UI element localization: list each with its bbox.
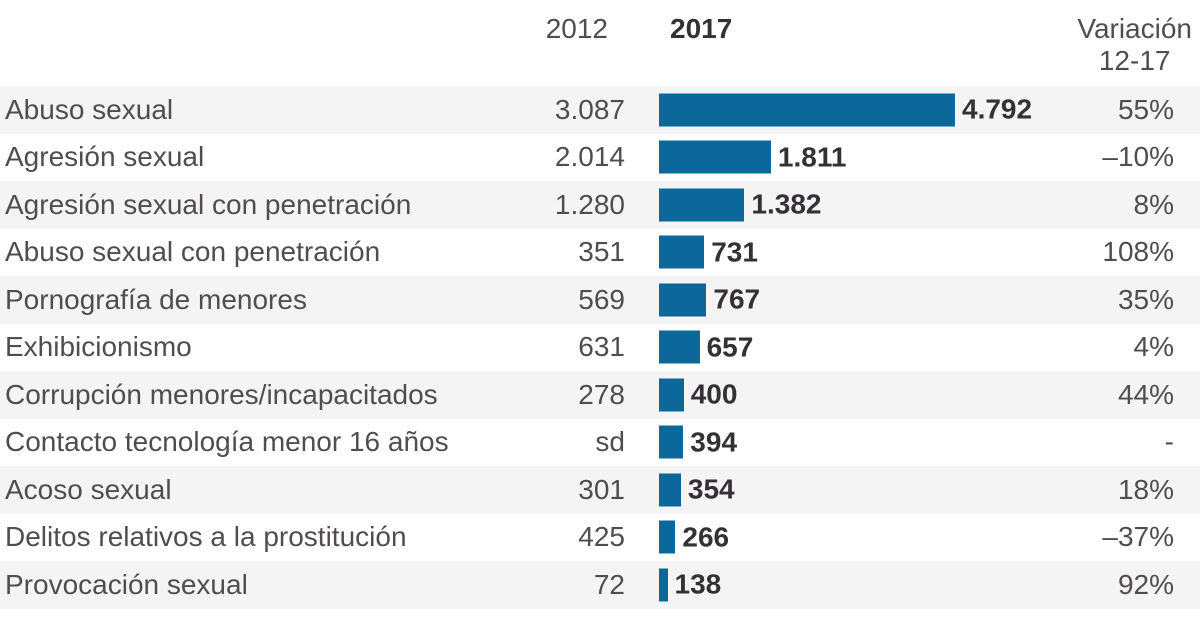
column-header-2012: 2012 (545, 13, 608, 44)
variation-value: 35% (1117, 283, 1174, 315)
category-label: Abuso sexual con penetración (5, 236, 381, 268)
variation-value: –37% (1102, 521, 1174, 553)
column-header-variation: Variación 12-17 (1077, 13, 1192, 77)
variation-value: 8% (1133, 188, 1174, 220)
category-label: Provocación sexual (5, 568, 248, 600)
bar-2017 (659, 330, 700, 364)
value-2017: 4.792 (962, 93, 1033, 125)
value-2012: 301 (578, 473, 625, 505)
value-2012: 351 (578, 236, 625, 268)
value-2012: 1.280 (554, 188, 625, 220)
chart-row: Exhibicionismo 631 657 4% (0, 323, 1200, 371)
value-2012: 631 (578, 331, 625, 363)
category-label: Agresión sexual (5, 141, 205, 173)
bar-group: 767 (659, 283, 761, 317)
category-label: Exhibicionismo (5, 331, 192, 363)
value-2012: 72 (593, 568, 625, 600)
chart-row: Contacto tecnología menor 16 años sd 394… (0, 418, 1200, 466)
value-2012: sd (595, 426, 625, 458)
chart-row: Acoso sexual 301 354 18% (0, 466, 1200, 514)
value-2017: 138 (674, 568, 722, 600)
value-2017: 731 (711, 236, 758, 268)
value-2012: 425 (578, 521, 625, 553)
chart-row: Provocación sexual 72 138 92% (0, 561, 1200, 609)
value-2017: 1.811 (777, 141, 847, 173)
chart-row: Abuso sexual con penetración 351 731 108… (0, 228, 1200, 276)
variation-value: –10% (1102, 141, 1174, 173)
category-label: Acoso sexual (5, 473, 172, 505)
value-2017: 767 (713, 283, 761, 315)
category-label: Delitos relativos a la prostitución (5, 521, 407, 553)
category-label: Abuso sexual (5, 93, 174, 125)
variation-value: - (1164, 426, 1174, 458)
value-2017: 354 (687, 473, 735, 505)
bar-group: 138 (659, 568, 722, 602)
chart-header: 2012 2017 Variación 12-17 (0, 0, 1200, 86)
value-2012: 2.014 (554, 141, 625, 173)
chart-row: Agresión sexual 2.014 1.811 –10% (0, 133, 1200, 181)
bar-2017 (659, 425, 684, 459)
chart-rows: Abuso sexual 3.087 4.792 55% Agresión se… (0, 86, 1200, 609)
value-2012: 278 (578, 378, 625, 410)
chart-row: Pornografía de menores 569 767 35% (0, 276, 1200, 324)
value-2012: 3.087 (554, 93, 625, 125)
bar-2017 (659, 378, 684, 412)
value-2017: 400 (690, 378, 738, 410)
bar-2017 (659, 188, 745, 222)
bar-group: 1.382 (659, 188, 822, 222)
value-2012: 569 (578, 283, 625, 315)
value-2017: 657 (706, 331, 754, 363)
column-header-variation-line1: Variación (1077, 13, 1192, 44)
bar-2017 (659, 568, 668, 602)
bar-group: 4.792 (659, 93, 1033, 127)
variation-value: 108% (1102, 236, 1174, 268)
variation-value: 44% (1117, 378, 1174, 410)
chart-row: Agresión sexual con penetración 1.280 1.… (0, 181, 1200, 229)
variation-value: 55% (1117, 93, 1174, 125)
chart-row: Corrupción menores/incapacitados 278 400… (0, 371, 1200, 419)
bar-2017 (659, 93, 955, 127)
bar-2017 (659, 473, 681, 507)
category-label: Contacto tecnología menor 16 años (5, 426, 449, 458)
chart-row: Abuso sexual 3.087 4.792 55% (0, 86, 1200, 134)
bar-group: 266 (659, 520, 730, 554)
bar-group: 394 (659, 425, 738, 459)
value-2017: 394 (690, 426, 738, 458)
bar-2017 (659, 520, 676, 554)
column-header-variation-line2: 12-17 (1098, 45, 1171, 76)
bar-2017 (659, 235, 705, 269)
variation-value: 18% (1117, 473, 1174, 505)
value-2017: 266 (682, 521, 730, 553)
bar-group: 1.811 (659, 140, 847, 174)
bar-2017 (659, 283, 707, 317)
bar-group: 657 (659, 330, 754, 364)
variation-value: 92% (1117, 568, 1174, 600)
chart-row: Delitos relativos a la prostitución 425 … (0, 513, 1200, 561)
bar-2017 (659, 140, 771, 174)
value-2017: 1.382 (751, 188, 822, 220)
bar-group: 354 (659, 473, 735, 507)
bar-group: 731 (659, 235, 758, 269)
category-label: Pornografía de menores (5, 283, 307, 315)
category-label: Corrupción menores/incapacitados (5, 378, 438, 410)
bar-group: 400 (659, 378, 738, 412)
category-label: Agresión sexual con penetración (5, 188, 412, 220)
column-header-2017: 2017 (670, 13, 733, 44)
variation-value: 4% (1133, 331, 1174, 363)
